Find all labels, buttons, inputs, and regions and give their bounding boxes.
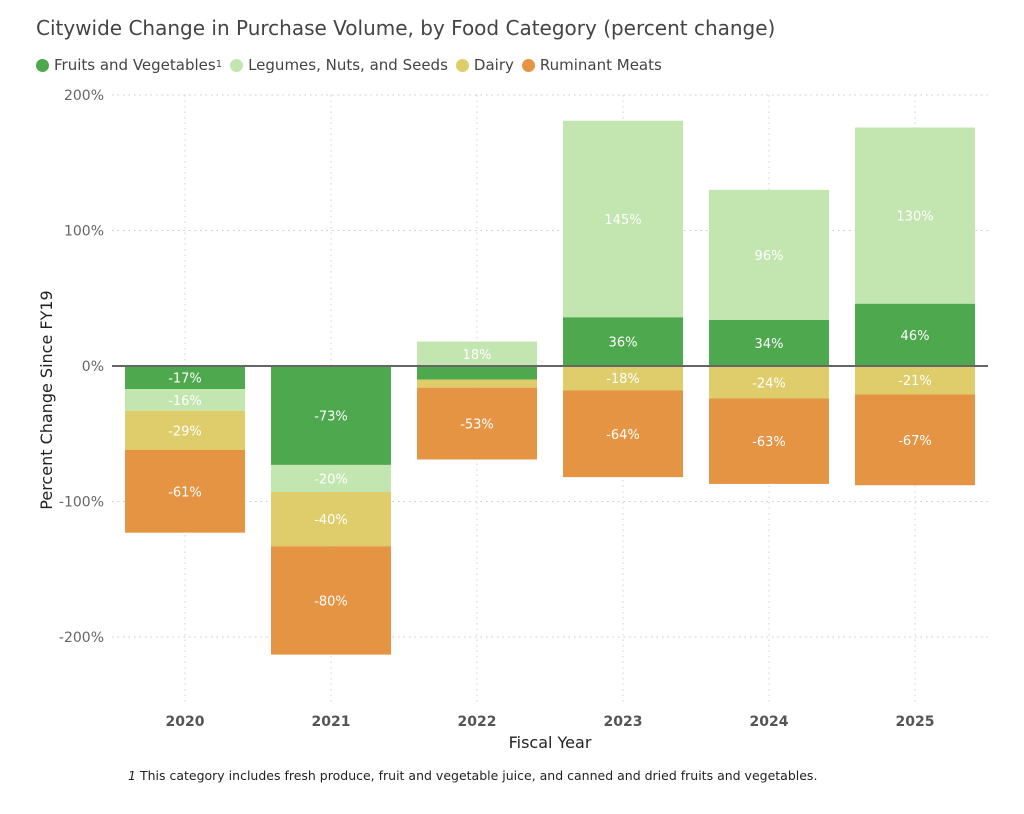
bar-segment xyxy=(125,389,245,411)
data-label: -40% xyxy=(314,513,348,528)
y-tick-label: -200% xyxy=(59,630,104,646)
data-label: -53% xyxy=(460,418,494,433)
y-axis-title: Percent Change Since FY19 xyxy=(37,290,56,509)
data-label: -16% xyxy=(168,394,202,409)
legend-label-dairy: Dairy xyxy=(473,56,514,74)
legend-label-fruits-vegetables: Fruits and Vegetables xyxy=(54,56,216,74)
legend-item-dairy[interactable]: Dairy xyxy=(455,56,514,74)
data-label: -18% xyxy=(606,372,640,387)
footnote-text: This category includes fresh produce, fr… xyxy=(139,768,818,783)
bar-segment xyxy=(709,366,829,399)
bar-segment xyxy=(855,366,975,395)
legend-label-ruminant-meats: Ruminant Meats xyxy=(539,56,662,74)
x-tick-label: 2020 xyxy=(166,714,205,730)
bar-segment xyxy=(563,317,683,366)
data-label: 130% xyxy=(896,210,933,225)
data-label: -20% xyxy=(314,472,348,487)
legend-swatch-fruits-vegetables xyxy=(36,58,49,72)
x-tick-label: 2023 xyxy=(604,714,643,730)
data-label: -63% xyxy=(752,435,786,450)
data-label: 96% xyxy=(755,249,784,264)
bar-segment xyxy=(855,127,975,304)
bar-segment xyxy=(709,398,829,484)
bar-segment xyxy=(417,387,537,460)
bar-segment xyxy=(709,189,829,320)
data-label: -21% xyxy=(898,374,932,389)
x-tick-label: 2022 xyxy=(458,714,497,730)
bar-segment xyxy=(855,303,975,366)
bar-segment xyxy=(125,450,245,533)
legend-swatch-legumes xyxy=(230,58,244,72)
data-label: -61% xyxy=(168,485,202,500)
x-tick-label: 2021 xyxy=(312,714,351,730)
data-label: -73% xyxy=(314,409,348,424)
bar-segment xyxy=(855,394,975,486)
bar-segment xyxy=(271,492,391,547)
bar-segment xyxy=(271,546,391,655)
bar-segment xyxy=(563,120,683,318)
data-label: 18% xyxy=(463,348,492,363)
footnote-mark: 1 xyxy=(128,768,136,783)
data-label: -80% xyxy=(314,594,348,609)
y-tick-label: 200% xyxy=(64,88,104,104)
bar-segment xyxy=(125,366,245,390)
bar-segment xyxy=(563,366,683,391)
bar-segment xyxy=(563,390,683,478)
data-label: 34% xyxy=(755,337,784,352)
bar-segment xyxy=(417,366,537,380)
bar-segment xyxy=(709,319,829,366)
data-label: 145% xyxy=(604,213,641,228)
bar-segment xyxy=(271,464,391,493)
data-label: -24% xyxy=(752,376,786,391)
bar-segment xyxy=(417,341,537,366)
bar-segment xyxy=(417,379,537,388)
data-label: -67% xyxy=(898,434,932,449)
legend-swatch-dairy xyxy=(455,58,469,72)
legend-item-legumes[interactable]: Legumes, Nuts, and Seeds xyxy=(230,56,448,74)
footnote: 1 This category includes fresh produce, … xyxy=(128,768,817,783)
data-label: 36% xyxy=(609,336,638,351)
data-label: 46% xyxy=(901,329,930,344)
data-label: -29% xyxy=(168,424,202,439)
legend-label-legumes: Legumes, Nuts, and Seeds xyxy=(248,56,448,74)
x-tick-label: 2025 xyxy=(896,714,935,730)
bar-segment xyxy=(125,410,245,451)
bar-segment xyxy=(271,366,391,465)
data-label: -17% xyxy=(168,372,202,387)
chart-title: Citywide Change in Purchase Volume, by F… xyxy=(36,16,776,40)
x-tick-label: 2024 xyxy=(750,714,789,730)
y-tick-label: -100% xyxy=(59,495,104,511)
y-tick-label: 0% xyxy=(82,359,104,375)
data-label: -64% xyxy=(606,428,640,443)
y-tick-label: 100% xyxy=(64,224,104,240)
legend-item-fruits-vegetables[interactable]: Fruits and Vegetables 1 xyxy=(36,56,222,74)
legend: Fruits and Vegetables 1 Legumes, Nuts, an… xyxy=(36,56,670,74)
chart-plot: 200% 100% 0% -100% -200% -17% -16% -29% -61% 2020… xyxy=(37,88,988,752)
legend-item-ruminant-meats[interactable]: Ruminant Meats xyxy=(521,56,662,74)
legend-swatch-ruminant-meats xyxy=(521,58,535,72)
x-axis-title: Fiscal Year xyxy=(509,733,592,752)
